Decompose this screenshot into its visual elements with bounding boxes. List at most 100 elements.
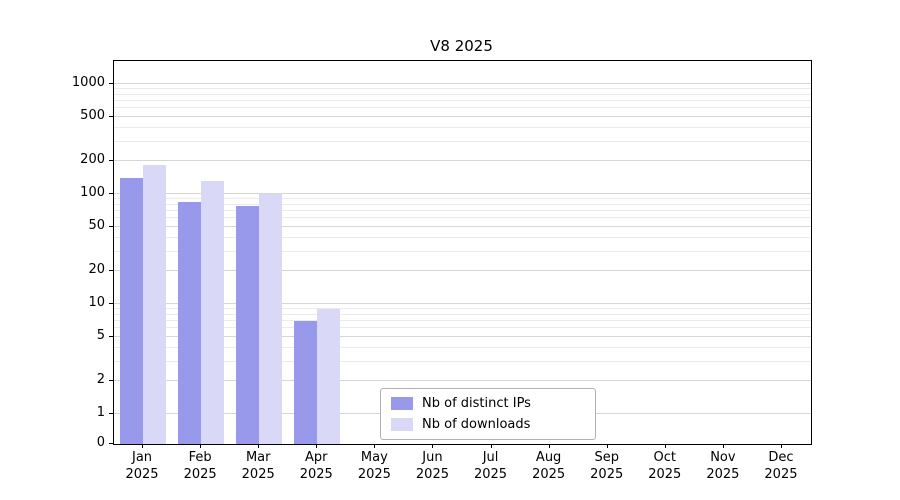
x-tick-year: 2025 <box>183 467 217 482</box>
x-tick-year: 2025 <box>299 467 333 482</box>
x-tick-month: Aug <box>535 450 562 465</box>
major-gridline <box>114 159 811 161</box>
legend-label-distinct-ips: Nb of distinct IPs <box>422 396 531 411</box>
x-tick-month: Feb <box>188 450 212 465</box>
x-tick-mark <box>258 444 260 448</box>
x-tick-label: Dec 2025 <box>749 449 813 483</box>
y-tick-label: 100 <box>80 185 105 200</box>
y-tick-mark <box>109 269 113 271</box>
x-tick-month: Jul <box>482 450 499 465</box>
legend: Nb of distinct IPs Nb of downloads <box>380 388 596 440</box>
x-tick-year: 2025 <box>648 467 682 482</box>
bar-distinct-ips <box>236 205 260 444</box>
y-tick-label: 2 <box>96 371 105 387</box>
bar-downloads <box>201 181 225 444</box>
plot-area <box>113 60 812 445</box>
y-tick-mark <box>109 336 113 338</box>
x-tick-label: Nov 2025 <box>691 449 755 483</box>
minor-gridline <box>114 107 811 109</box>
x-tick-year: 2025 <box>241 467 275 482</box>
minor-gridline <box>114 236 811 238</box>
major-gridline <box>114 116 811 118</box>
y-tick-label: 50 <box>88 218 105 234</box>
minor-gridline <box>114 217 811 219</box>
y-tick-mark <box>109 303 113 304</box>
x-tick-label: May 2025 <box>342 449 406 483</box>
major-gridline <box>114 379 811 381</box>
minor-gridline <box>114 308 811 310</box>
y-tick-mark <box>109 116 113 118</box>
major-gridline <box>114 303 811 304</box>
x-tick-label: Oct 2025 <box>633 449 697 483</box>
x-tick-mark <box>200 444 202 448</box>
minor-gridline <box>114 198 811 200</box>
y-tick-mark <box>109 159 113 161</box>
bar-distinct-ips <box>178 201 202 444</box>
minor-gridline <box>114 346 811 348</box>
x-tick-label: Feb 2025 <box>168 449 232 483</box>
x-tick-month: Jun <box>422 450 443 465</box>
x-tick-label: Sep 2025 <box>575 449 639 483</box>
y-tick-label: 1000 <box>71 75 105 90</box>
x-tick-label: Aug 2025 <box>517 449 581 483</box>
y-tick-label: 200 <box>80 151 105 167</box>
y-tick-label: 20 <box>88 261 105 277</box>
x-tick-month: Jan <box>132 450 153 465</box>
x-tick-month: May <box>360 450 388 465</box>
x-tick-mark <box>780 444 782 448</box>
x-tick-month: Mar <box>245 450 271 465</box>
y-tick-label: 1 <box>96 405 105 420</box>
x-tick-mark <box>432 444 434 448</box>
x-tick-month: Dec <box>768 450 794 465</box>
x-tick-mark <box>142 444 144 448</box>
x-tick-mark <box>664 444 666 448</box>
x-tick-mark <box>722 444 724 448</box>
legend-swatch-distinct-ips <box>391 397 413 410</box>
x-tick-year: 2025 <box>532 467 566 482</box>
x-tick-year: 2025 <box>357 467 391 482</box>
x-tick-mark <box>606 444 608 448</box>
minor-gridline <box>114 320 811 322</box>
y-tick-label: 5 <box>96 328 105 344</box>
minor-gridline <box>114 93 811 95</box>
x-tick-mark <box>490 444 492 448</box>
minor-gridline <box>114 88 811 90</box>
minor-gridline <box>114 100 811 102</box>
legend-swatch-downloads <box>391 418 413 431</box>
y-tick-mark <box>109 413 113 414</box>
major-gridline <box>114 336 811 338</box>
bar-distinct-ips <box>294 321 318 444</box>
y-tick-mark <box>109 379 113 381</box>
x-tick-label: Jun 2025 <box>400 449 464 483</box>
x-tick-year: 2025 <box>590 467 624 482</box>
legend-item-distinct-ips: Nb of distinct IPs <box>391 396 585 411</box>
bar-distinct-ips <box>120 177 144 444</box>
x-tick-month: Oct <box>653 450 677 465</box>
minor-gridline <box>114 327 811 329</box>
minor-gridline <box>114 140 811 142</box>
x-tick-month: Apr <box>305 450 328 465</box>
x-tick-label: Jan 2025 <box>110 449 174 483</box>
y-tick-mark <box>109 83 113 84</box>
major-gridline <box>114 193 811 194</box>
bar-downloads <box>143 164 167 444</box>
minor-gridline <box>114 203 811 205</box>
y-tick-mark <box>109 193 113 194</box>
x-tick-mark <box>316 444 318 448</box>
x-tick-year: 2025 <box>125 467 159 482</box>
x-tick-year: 2025 <box>415 467 449 482</box>
bar-downloads <box>317 309 341 444</box>
x-tick-mark <box>374 444 376 448</box>
y-tick-label: 10 <box>88 295 105 310</box>
minor-gridline <box>114 313 811 315</box>
minor-gridline <box>114 126 811 128</box>
x-tick-mark <box>548 444 550 448</box>
x-tick-month: Sep <box>594 450 619 465</box>
y-tick-label: 500 <box>80 108 105 124</box>
x-tick-year: 2025 <box>473 467 508 482</box>
x-tick-year: 2025 <box>764 467 798 482</box>
y-tick-mark <box>109 443 113 444</box>
x-tick-label: Apr 2025 <box>284 449 348 483</box>
chart-title: V8 2025 <box>430 37 493 55</box>
